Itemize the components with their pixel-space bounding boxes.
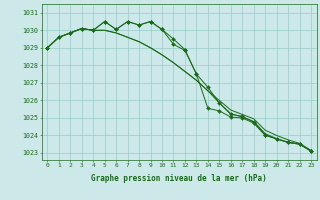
X-axis label: Graphe pression niveau de la mer (hPa): Graphe pression niveau de la mer (hPa) [91,174,267,183]
